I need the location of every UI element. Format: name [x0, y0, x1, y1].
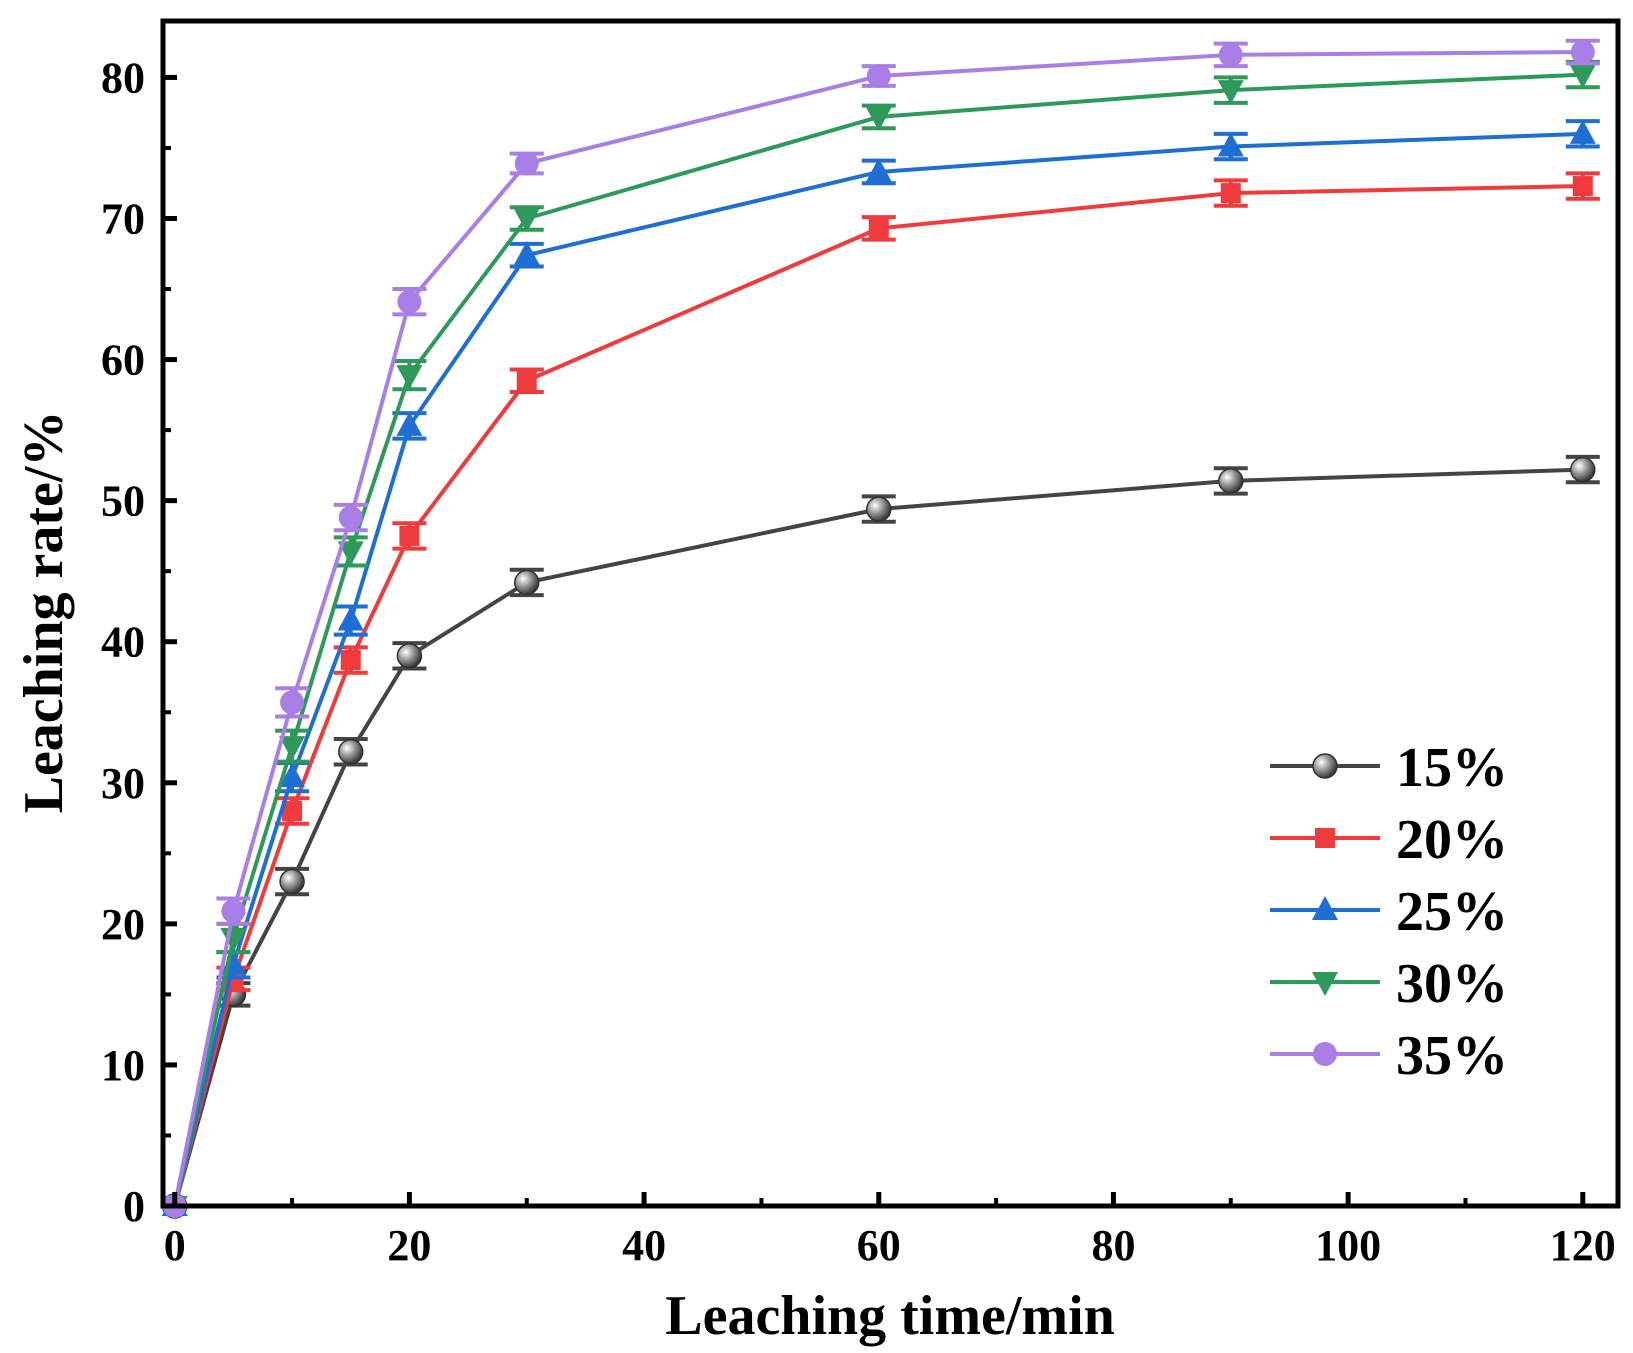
x-tick-label: 20 [387, 1221, 431, 1270]
data-point [1218, 468, 1244, 494]
x-tick-label: 40 [622, 1221, 666, 1270]
legend: 15% 20% 25% 30% 35% [1270, 737, 1508, 1087]
data-point [396, 411, 423, 436]
y-tick-label: 50 [101, 477, 145, 526]
legend-item-30pct: 30% [1270, 953, 1508, 1015]
data-point [280, 690, 305, 715]
data-point [513, 208, 540, 233]
axis-layer: 0 20 40 60 80 100 120 0 10 20 30 40 50 60 70 80 [101, 53, 1616, 1270]
data-point [397, 289, 422, 314]
y-axis-title: Leaching rate/% [13, 411, 75, 814]
legend-item-35pct: 35% [1270, 1025, 1508, 1087]
y-tick-label: 30 [101, 759, 145, 808]
data-point [865, 106, 892, 131]
data-point [279, 763, 306, 788]
data-point [865, 157, 892, 182]
data-point [516, 370, 537, 391]
data-point [282, 801, 303, 821]
legend-label: 20% [1396, 809, 1508, 871]
series-layer [161, 38, 1600, 1220]
series-25pct [161, 119, 1600, 1216]
data-point [1569, 64, 1596, 89]
legend-label: 30% [1396, 953, 1508, 1015]
plot-frame [160, 18, 1621, 1209]
legend-label: 25% [1396, 881, 1508, 943]
data-point [1217, 80, 1244, 105]
data-point [1569, 119, 1596, 144]
y-tick-label: 20 [101, 900, 145, 949]
data-point [399, 525, 420, 546]
legend-label: 15% [1396, 737, 1508, 799]
data-point [337, 541, 364, 566]
data-point [513, 241, 540, 266]
data-point [1570, 456, 1596, 483]
data-point [396, 643, 423, 669]
x-axis-title: Leaching time/min [665, 1285, 1115, 1347]
x-tick-label: 100 [1315, 1221, 1381, 1270]
data-point [337, 739, 364, 765]
legend-label: 35% [1396, 1025, 1508, 1087]
data-point [1570, 40, 1595, 65]
data-point [340, 650, 361, 671]
data-point [514, 569, 540, 596]
data-point [866, 64, 891, 89]
data-point [868, 218, 889, 239]
series-35pct [162, 38, 1600, 1218]
legend-swatch-marker [1315, 828, 1335, 848]
data-point [866, 496, 892, 522]
data-point [337, 606, 364, 631]
series-15pct [161, 454, 1600, 1219]
legend-swatch-marker [1312, 972, 1338, 996]
data-point [1572, 176, 1593, 197]
data-point [1217, 132, 1244, 157]
x-tick-label: 60 [857, 1221, 901, 1270]
series-20pct [164, 171, 1600, 1216]
legend-item-25pct: 25% [1270, 881, 1508, 943]
legend-item-20pct: 20% [1270, 809, 1508, 871]
legend-item-15pct: 15% [1270, 737, 1508, 799]
data-point [338, 505, 363, 530]
data-point [279, 868, 305, 895]
y-tick-label: 0 [123, 1182, 145, 1231]
legend-swatch-marker [1313, 1042, 1337, 1066]
y-tick-label: 60 [101, 336, 145, 385]
x-tick-label: 120 [1550, 1221, 1616, 1270]
y-tick-label: 10 [101, 1041, 145, 1090]
x-tick-label: 0 [164, 1221, 186, 1270]
data-point [1220, 183, 1241, 204]
data-point [396, 365, 423, 390]
data-point [279, 736, 306, 761]
data-point [1218, 42, 1243, 67]
y-tick-label: 70 [101, 195, 145, 244]
y-tick-label: 40 [101, 618, 145, 667]
data-point [514, 151, 539, 176]
x-tick-label: 80 [1091, 1221, 1135, 1270]
data-point [221, 899, 246, 924]
y-tick-label: 80 [101, 53, 145, 102]
legend-swatch-marker [1312, 753, 1338, 779]
legend-swatch-marker [1312, 896, 1338, 920]
